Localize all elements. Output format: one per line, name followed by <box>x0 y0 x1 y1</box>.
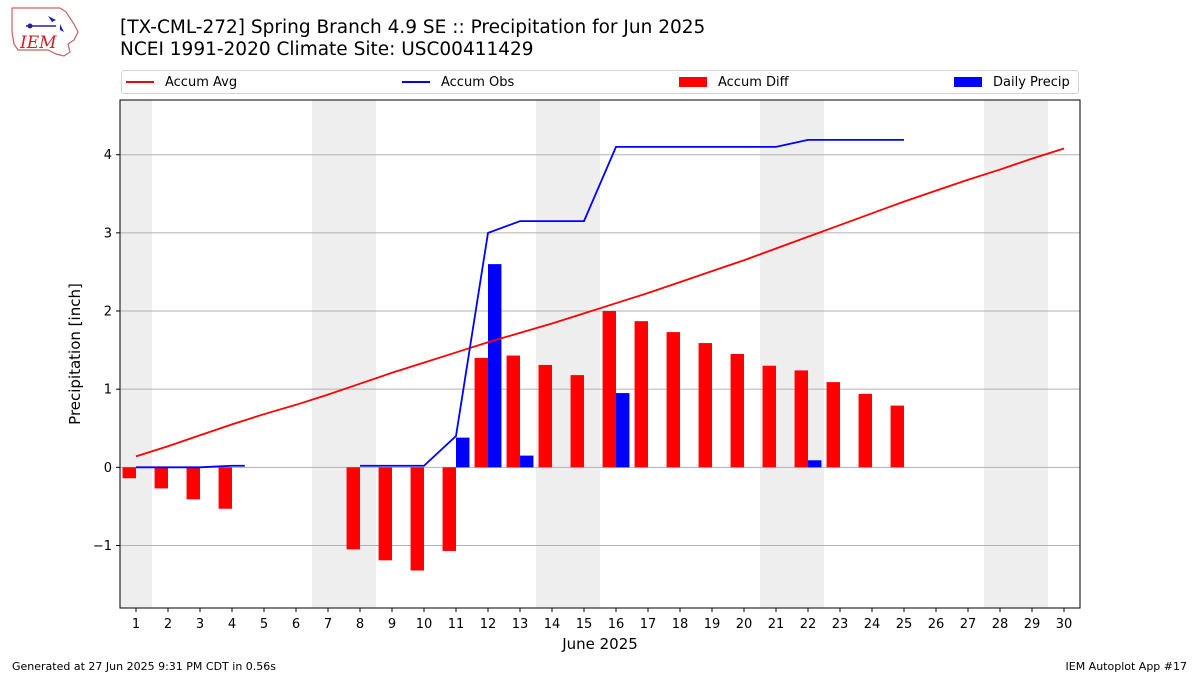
accum-diff-bar-day-11 <box>442 467 456 551</box>
weekend-band-0 <box>120 100 152 608</box>
daily-precip-bar-day-13 <box>520 455 534 468</box>
xtick-label-17: 17 <box>640 617 657 632</box>
xtick-label-12: 12 <box>480 617 497 632</box>
xtick-label-28: 28 <box>992 617 1009 632</box>
xtick-label-15: 15 <box>576 617 593 632</box>
legend-label-accum-obs: Accum Obs <box>441 74 515 90</box>
xtick-label-25: 25 <box>896 617 913 632</box>
accum-obs-line-segment-0 <box>136 464 245 469</box>
xtick-label-8: 8 <box>356 617 364 632</box>
accum-diff-bar-day-18 <box>666 332 680 468</box>
ytick-label-5: 4 <box>104 148 112 163</box>
y-axis-label: Precipitation [inch] <box>66 283 84 425</box>
accum-diff-bar-day-10 <box>410 467 424 571</box>
accum-diff-bar-day-21 <box>762 365 776 468</box>
xtick-label-2: 2 <box>164 617 172 632</box>
xtick-label-1: 1 <box>132 617 140 632</box>
daily-precip-bar-day-11 <box>456 437 470 468</box>
legend-item-accum-diff: Accum Diff <box>679 71 789 93</box>
xtick-label-11: 11 <box>448 617 465 632</box>
legend-swatch-accum-obs <box>402 81 430 83</box>
xtick-label-24: 24 <box>864 617 881 632</box>
weekend-band-1 <box>312 100 376 608</box>
xtick-label-4: 4 <box>228 617 236 632</box>
weekend-band-3 <box>760 100 824 608</box>
accum-diff-bar-day-23 <box>826 382 840 468</box>
xtick-label-3: 3 <box>196 617 204 632</box>
xtick-label-7: 7 <box>324 617 332 632</box>
weekend-band-4 <box>984 100 1048 608</box>
ytick-label-2: 1 <box>104 383 112 398</box>
xtick-label-13: 13 <box>512 617 529 632</box>
accum-obs-line-segment-1 <box>360 138 904 467</box>
xtick-label-29: 29 <box>1024 617 1041 632</box>
ytick-label-4: 3 <box>104 226 112 241</box>
xtick-label-10: 10 <box>416 617 433 632</box>
accum-diff-bar-day-4 <box>218 467 232 509</box>
daily-precip-bar-day-16 <box>616 393 630 468</box>
accum-diff-bar-day-19 <box>698 343 712 468</box>
legend-swatch-accum-diff <box>679 77 707 87</box>
accum-diff-bar-day-2 <box>154 467 168 489</box>
plot-frame <box>119 99 1081 609</box>
logo-text: IEM <box>19 33 57 53</box>
accum-avg-line <box>135 147 1065 458</box>
accum-diff-bar-day-15 <box>570 375 584 468</box>
xtick-label-6: 6 <box>292 617 300 632</box>
accum-diff-bar-day-3 <box>186 467 200 500</box>
legend-label-daily-precip: Daily Precip <box>993 74 1070 90</box>
xtick-label-30: 30 <box>1056 617 1073 632</box>
xtick-label-23: 23 <box>832 617 849 632</box>
x-axis-label: June 2025 <box>561 635 638 653</box>
accum-diff-bar-day-14 <box>538 364 552 468</box>
xtick-label-16: 16 <box>608 617 625 632</box>
weekend-band-2 <box>536 100 600 608</box>
accum-diff-bar-day-22 <box>794 370 808 468</box>
legend-item-accum-avg: Accum Avg <box>126 71 237 93</box>
iem-logo: IEM <box>11 7 79 57</box>
xtick-label-27: 27 <box>960 617 977 632</box>
generated-timestamp: Generated at 27 Jun 2025 9:31 PM CDT in … <box>12 660 277 673</box>
legend-label-accum-avg: Accum Avg <box>165 74 238 90</box>
legend-label-accum-diff: Accum Diff <box>718 74 789 90</box>
accum-diff-bar-day-9 <box>378 467 392 561</box>
accum-diff-bar-day-25 <box>890 405 904 468</box>
daily-precip-bar-day-12 <box>488 264 502 468</box>
accum-diff-bar-day-16 <box>602 311 616 468</box>
ytick-label-3: 2 <box>104 305 112 320</box>
accum-diff-bar-day-1 <box>122 467 136 479</box>
ytick-label-1: 0 <box>104 461 112 476</box>
xtick-label-22: 22 <box>800 617 817 632</box>
legend-swatch-accum-avg <box>126 81 154 83</box>
legend-item-accum-obs: Accum Obs <box>402 71 514 93</box>
accum-diff-bar-day-12 <box>474 357 488 468</box>
accum-diff-bar-day-8 <box>346 467 360 550</box>
xtick-label-20: 20 <box>736 617 753 632</box>
legend-item-daily-precip: Daily Precip <box>954 71 1070 93</box>
xtick-label-21: 21 <box>768 617 785 632</box>
title-line-2: NCEI 1991-2020 Climate Site: USC00411429 <box>120 39 534 60</box>
xtick-label-19: 19 <box>704 617 721 632</box>
daily-precip-bar-day-22 <box>808 460 822 468</box>
ytick-label-0: −1 <box>93 539 112 554</box>
xtick-label-5: 5 <box>260 617 268 632</box>
legend-swatch-daily-precip <box>954 77 982 87</box>
accum-diff-bar-day-17 <box>634 321 648 468</box>
title-line-1: [TX-CML-272] Spring Branch 4.9 SE :: Pre… <box>120 17 706 38</box>
chart-title: [TX-CML-272] Spring Branch 4.9 SE :: Pre… <box>120 17 705 61</box>
legend: Accum Avg Accum Obs Accum Diff Daily Pre… <box>121 70 1079 94</box>
accum-diff-bar-day-13 <box>506 355 520 468</box>
app-credit: IEM Autoplot App #17 <box>1065 660 1188 673</box>
xtick-label-18: 18 <box>672 617 689 632</box>
xtick-label-26: 26 <box>928 617 945 632</box>
accum-diff-bar-day-20 <box>730 354 744 468</box>
accum-diff-bar-day-24 <box>858 393 872 468</box>
xtick-label-9: 9 <box>388 617 396 632</box>
xtick-label-14: 14 <box>544 617 561 632</box>
